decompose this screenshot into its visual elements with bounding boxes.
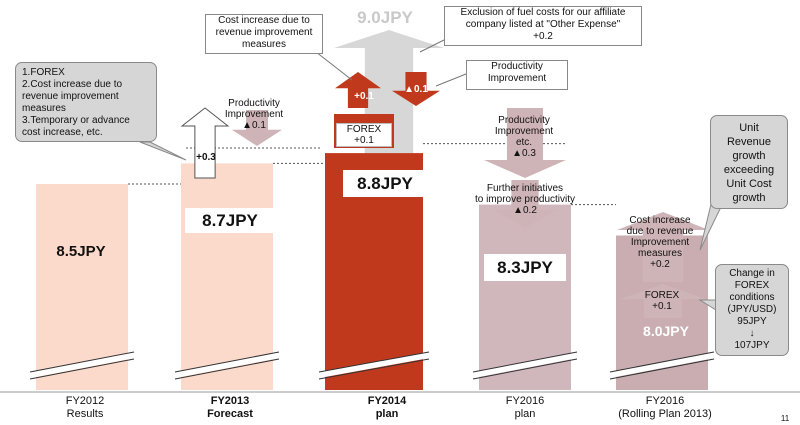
increase-arrow bbox=[617, 212, 709, 282]
callout-pointer bbox=[139, 141, 187, 161]
delta-label: Further initiatives to improve productiv… bbox=[474, 183, 576, 216]
decrease-arrow bbox=[494, 180, 556, 228]
category-label: FY2012 Results bbox=[65, 395, 105, 420]
bar-value-label: 8.7JPY bbox=[185, 208, 275, 233]
callout-unit-revenue: Unit Revenue growth exceeding Unit Cost … bbox=[710, 115, 788, 209]
decrease-arrow bbox=[392, 72, 440, 106]
axis-break-line bbox=[29, 358, 135, 380]
category-label: FY2016 plan bbox=[505, 395, 545, 420]
callout-pointer bbox=[419, 39, 445, 53]
bar-value-label: 8.0JPY bbox=[643, 323, 689, 339]
ghost-target-arrow bbox=[334, 30, 444, 154]
bar-value-label: 8.5JPY bbox=[56, 243, 106, 260]
callout-cost-increase: Cost increase due to revenue improvement… bbox=[205, 14, 323, 54]
delta-label: FOREX +0.1 bbox=[336, 123, 392, 147]
axis-break-line bbox=[472, 358, 578, 380]
bar-value-label: 8.8JPY bbox=[343, 170, 427, 197]
category-label: FY2014 plan bbox=[367, 395, 407, 420]
axis-break bbox=[174, 352, 280, 378]
axis-break bbox=[318, 352, 430, 378]
callout-pointer bbox=[315, 51, 353, 81]
decrease-arrow bbox=[484, 108, 566, 178]
decrease-arrow bbox=[232, 110, 282, 146]
category-label: FY2016 (Rolling Plan 2013) bbox=[618, 395, 712, 420]
delta-label: Cost increase due to revenue Improvement… bbox=[626, 215, 694, 270]
bar-value-label: 8.3JPY bbox=[484, 254, 566, 281]
axis-break-line bbox=[318, 351, 430, 373]
delta-label: FOREX +0.1 bbox=[644, 290, 680, 312]
callout-productivity: Productivity Improvement bbox=[466, 60, 568, 90]
ghost-value-label: 9.0JPY bbox=[357, 8, 413, 27]
increase-arrow bbox=[180, 107, 230, 179]
callout-cost-factors: 1.FOREX 2.Cost increase due to revenue i… bbox=[15, 62, 157, 142]
increase-arrow bbox=[620, 284, 706, 318]
increase-arrow bbox=[335, 72, 381, 108]
page-number: 11 bbox=[780, 414, 790, 423]
delta-label: ▲0.1 bbox=[404, 84, 428, 95]
bar bbox=[181, 163, 273, 390]
axis-break-line bbox=[318, 358, 430, 380]
callout-pointer bbox=[435, 73, 467, 87]
delta-label: Productivity Improvement etc. ▲0.3 bbox=[494, 115, 554, 159]
axis-break-line bbox=[472, 351, 578, 373]
axis-break bbox=[609, 352, 715, 378]
delta-label: Productivity Improvement ▲0.1 bbox=[224, 98, 284, 131]
axis-break-line bbox=[609, 358, 715, 380]
callout-fuel-costs: Exclusion of fuel costs for our affiliat… bbox=[444, 6, 642, 46]
delta-label: +0.3 bbox=[196, 152, 216, 163]
axis-break-line bbox=[609, 351, 715, 373]
axis-break bbox=[472, 352, 578, 378]
axis-break-line bbox=[29, 351, 135, 373]
category-label: FY2013 Forecast bbox=[207, 395, 253, 420]
axis-break-line bbox=[174, 358, 280, 380]
axis-break-line bbox=[174, 351, 280, 373]
callout-forex-change: Change in FOREX conditions (JPY/USD) 95J… bbox=[715, 264, 789, 356]
delta-label: +0.1 bbox=[354, 91, 374, 102]
axis-break bbox=[29, 352, 135, 378]
